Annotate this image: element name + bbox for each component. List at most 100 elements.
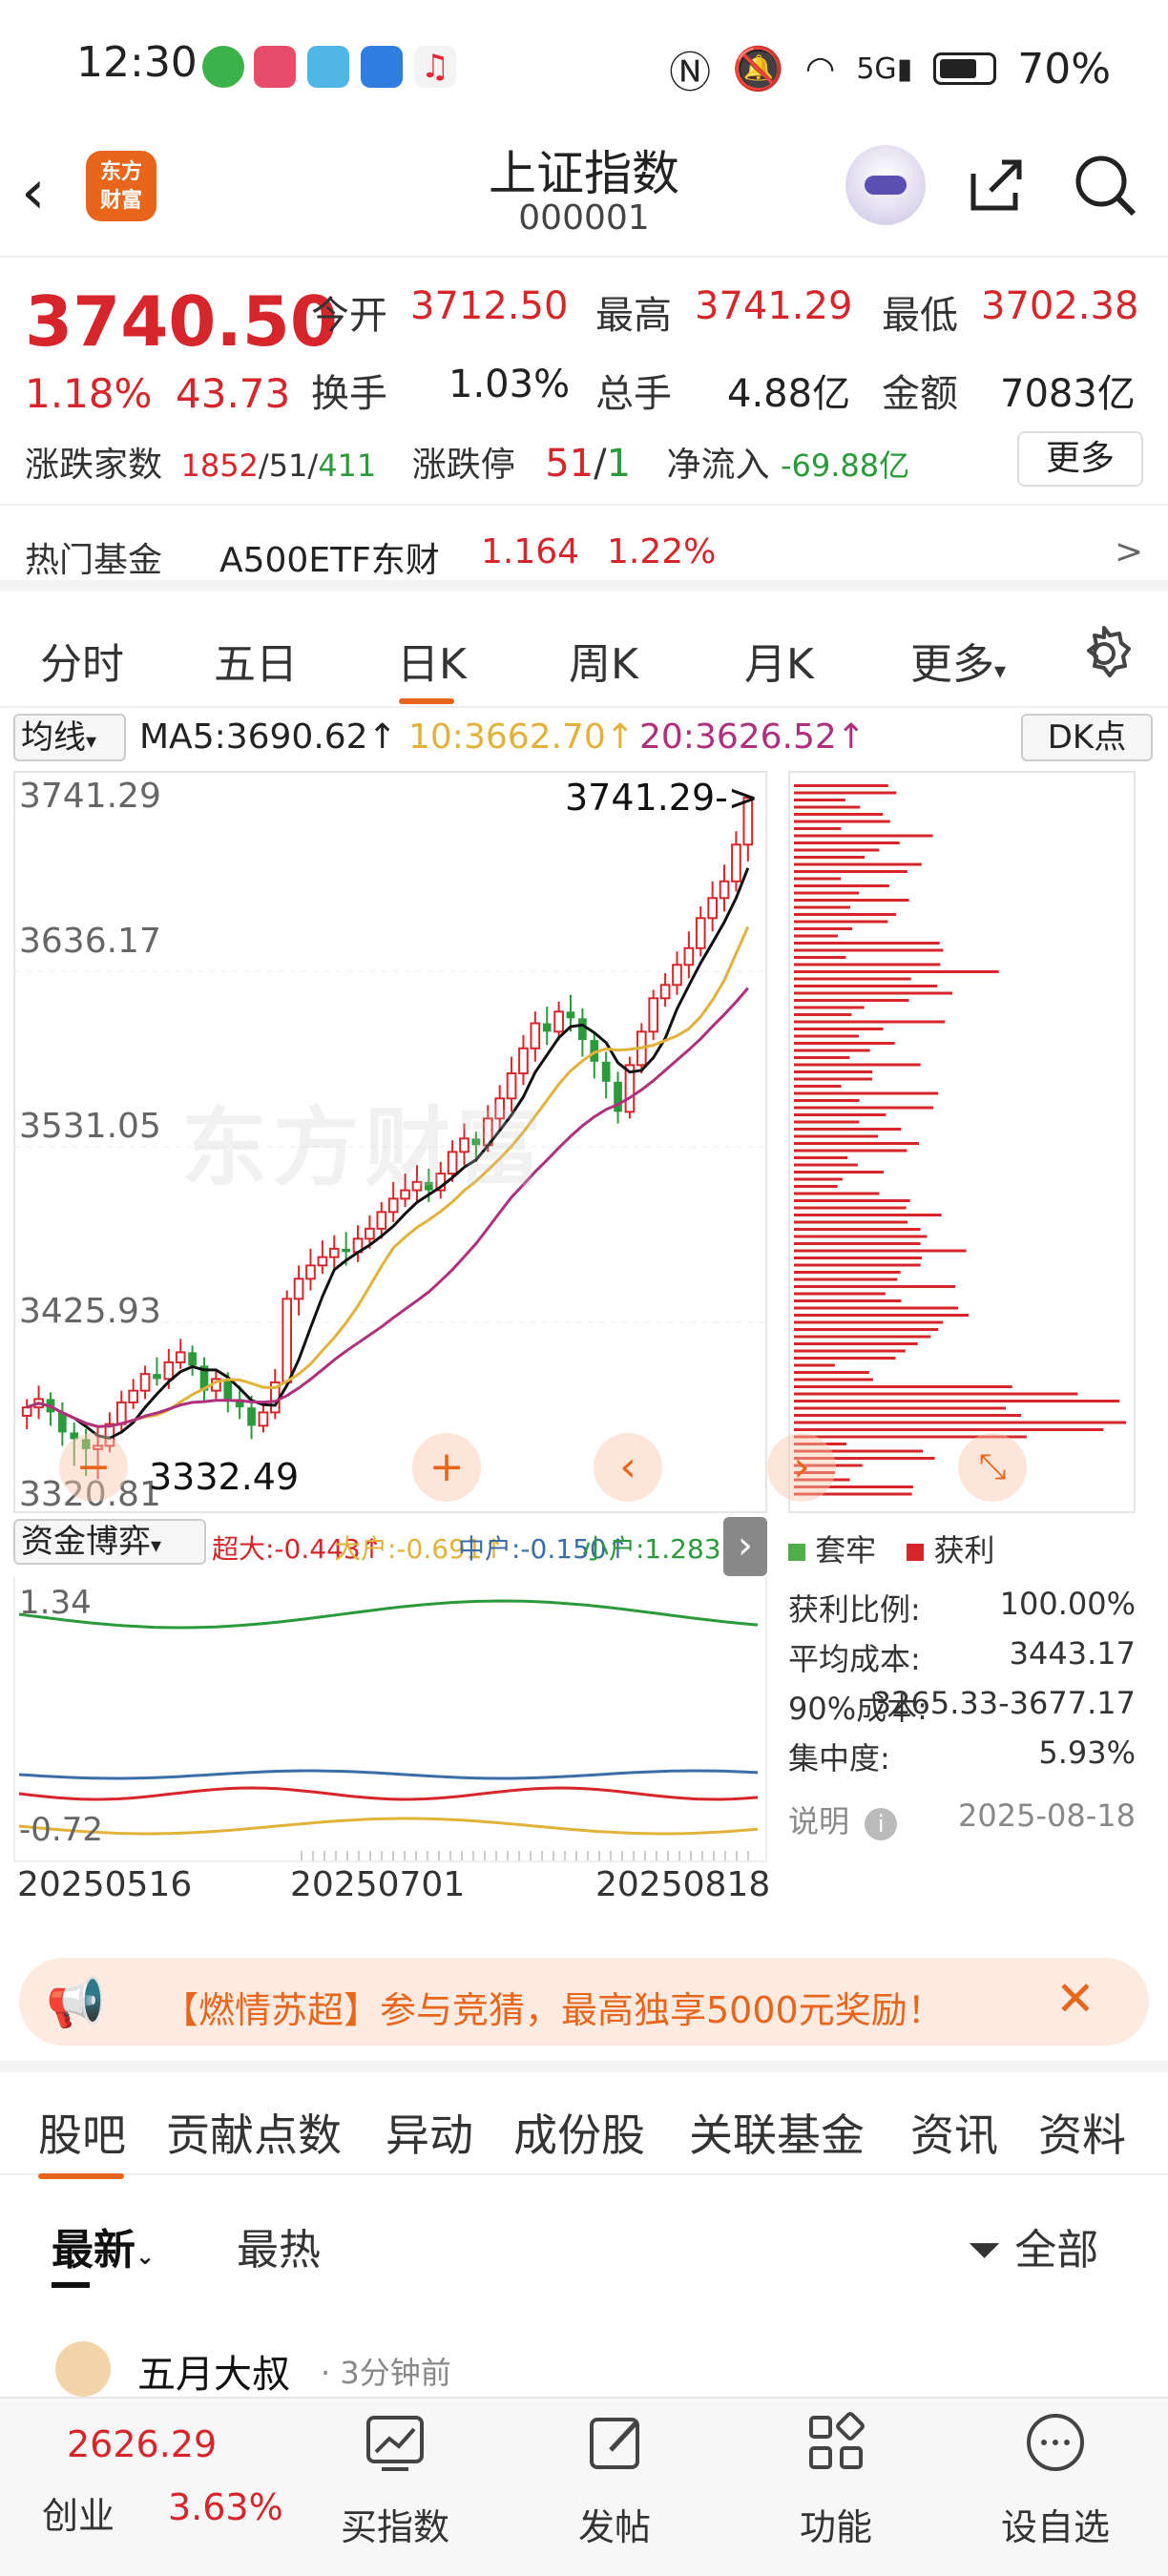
ma-select[interactable]: 均线▾: [13, 714, 126, 761]
function-label[interactable]: 功能: [799, 2506, 872, 2548]
tab-monthly-k[interactable]: 月K: [744, 640, 814, 689]
chip-bar: [794, 1242, 921, 1245]
volume-label: 总手: [595, 372, 672, 416]
buy-index-label[interactable]: 买指数: [340, 2506, 449, 2548]
profit-ratio-row: 获利比例: 100.00%: [788, 1586, 1136, 1628]
chip-bar: [794, 1085, 842, 1088]
chip-bar: [794, 827, 842, 830]
watchlist-icon[interactable]: [1025, 2412, 1086, 2473]
tab-anomaly[interactable]: 异动: [386, 2109, 473, 2161]
chip-bar: [794, 820, 890, 823]
mid-value: 中户:-0.150↑: [458, 1533, 630, 1565]
tab-intraday[interactable]: 分时: [40, 640, 124, 689]
tab-daily-k[interactable]: 日K: [397, 640, 467, 689]
share-icon[interactable]: [966, 155, 1027, 216]
chip-bar: [794, 813, 884, 816]
hot-fund-name: A500ETF东财: [219, 541, 440, 580]
gem-index-name[interactable]: 创业: [42, 2495, 115, 2537]
indicator-select[interactable]: 资金博弈▾: [13, 1519, 206, 1565]
indicator-svg: [18, 1599, 759, 1860]
ma-line-ma5: [26, 867, 750, 1440]
dk-point-button[interactable]: DK点: [1021, 714, 1153, 761]
chip-bar: [794, 913, 897, 916]
kline-chart[interactable]: 3741.29 3636.17 3531.05 3425.93 3320.81 …: [13, 771, 767, 1514]
chip-bar: [794, 1028, 884, 1030]
low-label: 最低: [882, 294, 958, 338]
avatar[interactable]: [55, 2341, 111, 2397]
change-value: 43.73: [176, 370, 291, 417]
close-icon[interactable]: ✕: [1055, 1971, 1095, 2026]
post-item[interactable]: 五月大叔 · 3分钟前: [0, 2337, 1168, 2397]
hot-fund-pct: 1.22%: [607, 532, 717, 571]
zoom-in-button[interactable]: +: [412, 1433, 481, 1502]
chip-bar: [794, 1320, 944, 1324]
expand-icon[interactable]: ⤡: [958, 1433, 1027, 1502]
candle-body: [199, 1365, 209, 1391]
chip-bar: [794, 1385, 1012, 1388]
mute-icon: 🔕: [732, 45, 784, 93]
tab-constituents[interactable]: 成份股: [513, 2109, 645, 2161]
chip-bar: [794, 1185, 838, 1188]
tab-contribution[interactable]: 贡献点数: [166, 2109, 342, 2161]
candle-body: [566, 1011, 575, 1019]
back-button[interactable]: ‹: [21, 157, 46, 228]
chip-distribution-chart[interactable]: › ⤡: [767, 771, 1136, 1513]
high-annotation: 3741.29->: [565, 777, 759, 819]
post-icon[interactable]: [586, 2412, 647, 2473]
sort-latest[interactable]: 最新⌄: [52, 2226, 156, 2275]
scroll-right-button[interactable]: ›: [767, 1433, 836, 1502]
scroll-left-button[interactable]: ‹: [594, 1433, 662, 1502]
tab-related-funds[interactable]: 关联基金: [689, 2109, 865, 2161]
x-tick-label: 20250818: [595, 1865, 771, 1904]
chip-bar: [794, 1263, 921, 1267]
chip-bar: [794, 799, 845, 801]
post-author[interactable]: 五月大叔: [137, 2353, 290, 2397]
chip-svg: [794, 784, 1127, 1496]
tab-weekly-k[interactable]: 周K: [569, 640, 638, 689]
filter-button[interactable]: ⏷ 全部: [968, 2226, 1099, 2275]
ma20-value: 20:3626.52↑: [639, 717, 866, 757]
reader-app-icon: [307, 46, 349, 88]
chip-bar: [794, 1070, 873, 1073]
nfc-icon: Ⓝ: [669, 49, 712, 97]
info-icon[interactable]: i: [865, 1808, 898, 1840]
candle-body: [188, 1352, 197, 1366]
more-button[interactable]: 更多: [1017, 431, 1143, 487]
indicator-next-button[interactable]: ›: [723, 1517, 767, 1576]
chip-bar: [794, 1220, 907, 1224]
zoom-out-button[interactable]: −: [59, 1433, 128, 1502]
indicator-chart[interactable]: 1.34 -0.72: [13, 1576, 767, 1862]
filter-icon: ⏷: [968, 2226, 1002, 2275]
gem-index-value[interactable]: 2626.29: [67, 2423, 218, 2465]
chip-bar: [794, 1128, 902, 1131]
gear-icon[interactable]: [1074, 624, 1134, 683]
chip-bar: [794, 1206, 907, 1210]
sort-indicator: [52, 2282, 90, 2288]
watchlist-label[interactable]: 设自选: [1000, 2506, 1110, 2548]
chip-bar: [794, 905, 850, 909]
chip-bar: [794, 784, 888, 787]
candle-body: [247, 1407, 256, 1426]
chip-bar: [794, 1042, 895, 1045]
chip-note-row[interactable]: 说明 i 2025-08-18: [788, 1797, 1136, 1840]
gem-index-pct[interactable]: 3.63%: [168, 2486, 283, 2528]
post-label[interactable]: 发帖: [577, 2506, 651, 2548]
tab-news[interactable]: 资讯: [910, 2109, 998, 2161]
function-icon[interactable]: [805, 2412, 866, 2473]
tab-guba[interactable]: 股吧: [38, 2109, 126, 2161]
promo-banner[interactable]: 📢 【燃情苏超】参与竞猜，最高独享5000元奖励！ ✕: [19, 1958, 1149, 2046]
candle-body: [518, 1047, 529, 1075]
ai-assistant-icon[interactable]: [845, 145, 926, 225]
low-value: 3702.38: [981, 284, 1139, 328]
hot-fund-row[interactable]: 热门基金 A500ETF东财 1.164 1.22% >: [0, 504, 1168, 592]
tab-five-day[interactable]: 五日: [214, 640, 298, 689]
chip-bar: [794, 1077, 873, 1081]
line-small: [18, 1599, 759, 1630]
tab-profile[interactable]: 资料: [1038, 2109, 1126, 2161]
tab-more[interactable]: 更多▾: [910, 640, 1007, 689]
chip-bar: [794, 856, 866, 859]
sort-hot[interactable]: 最热: [237, 2226, 321, 2275]
candle-body: [542, 1023, 552, 1032]
search-icon[interactable]: [1073, 153, 1137, 218]
buy-index-icon[interactable]: [365, 2412, 426, 2473]
